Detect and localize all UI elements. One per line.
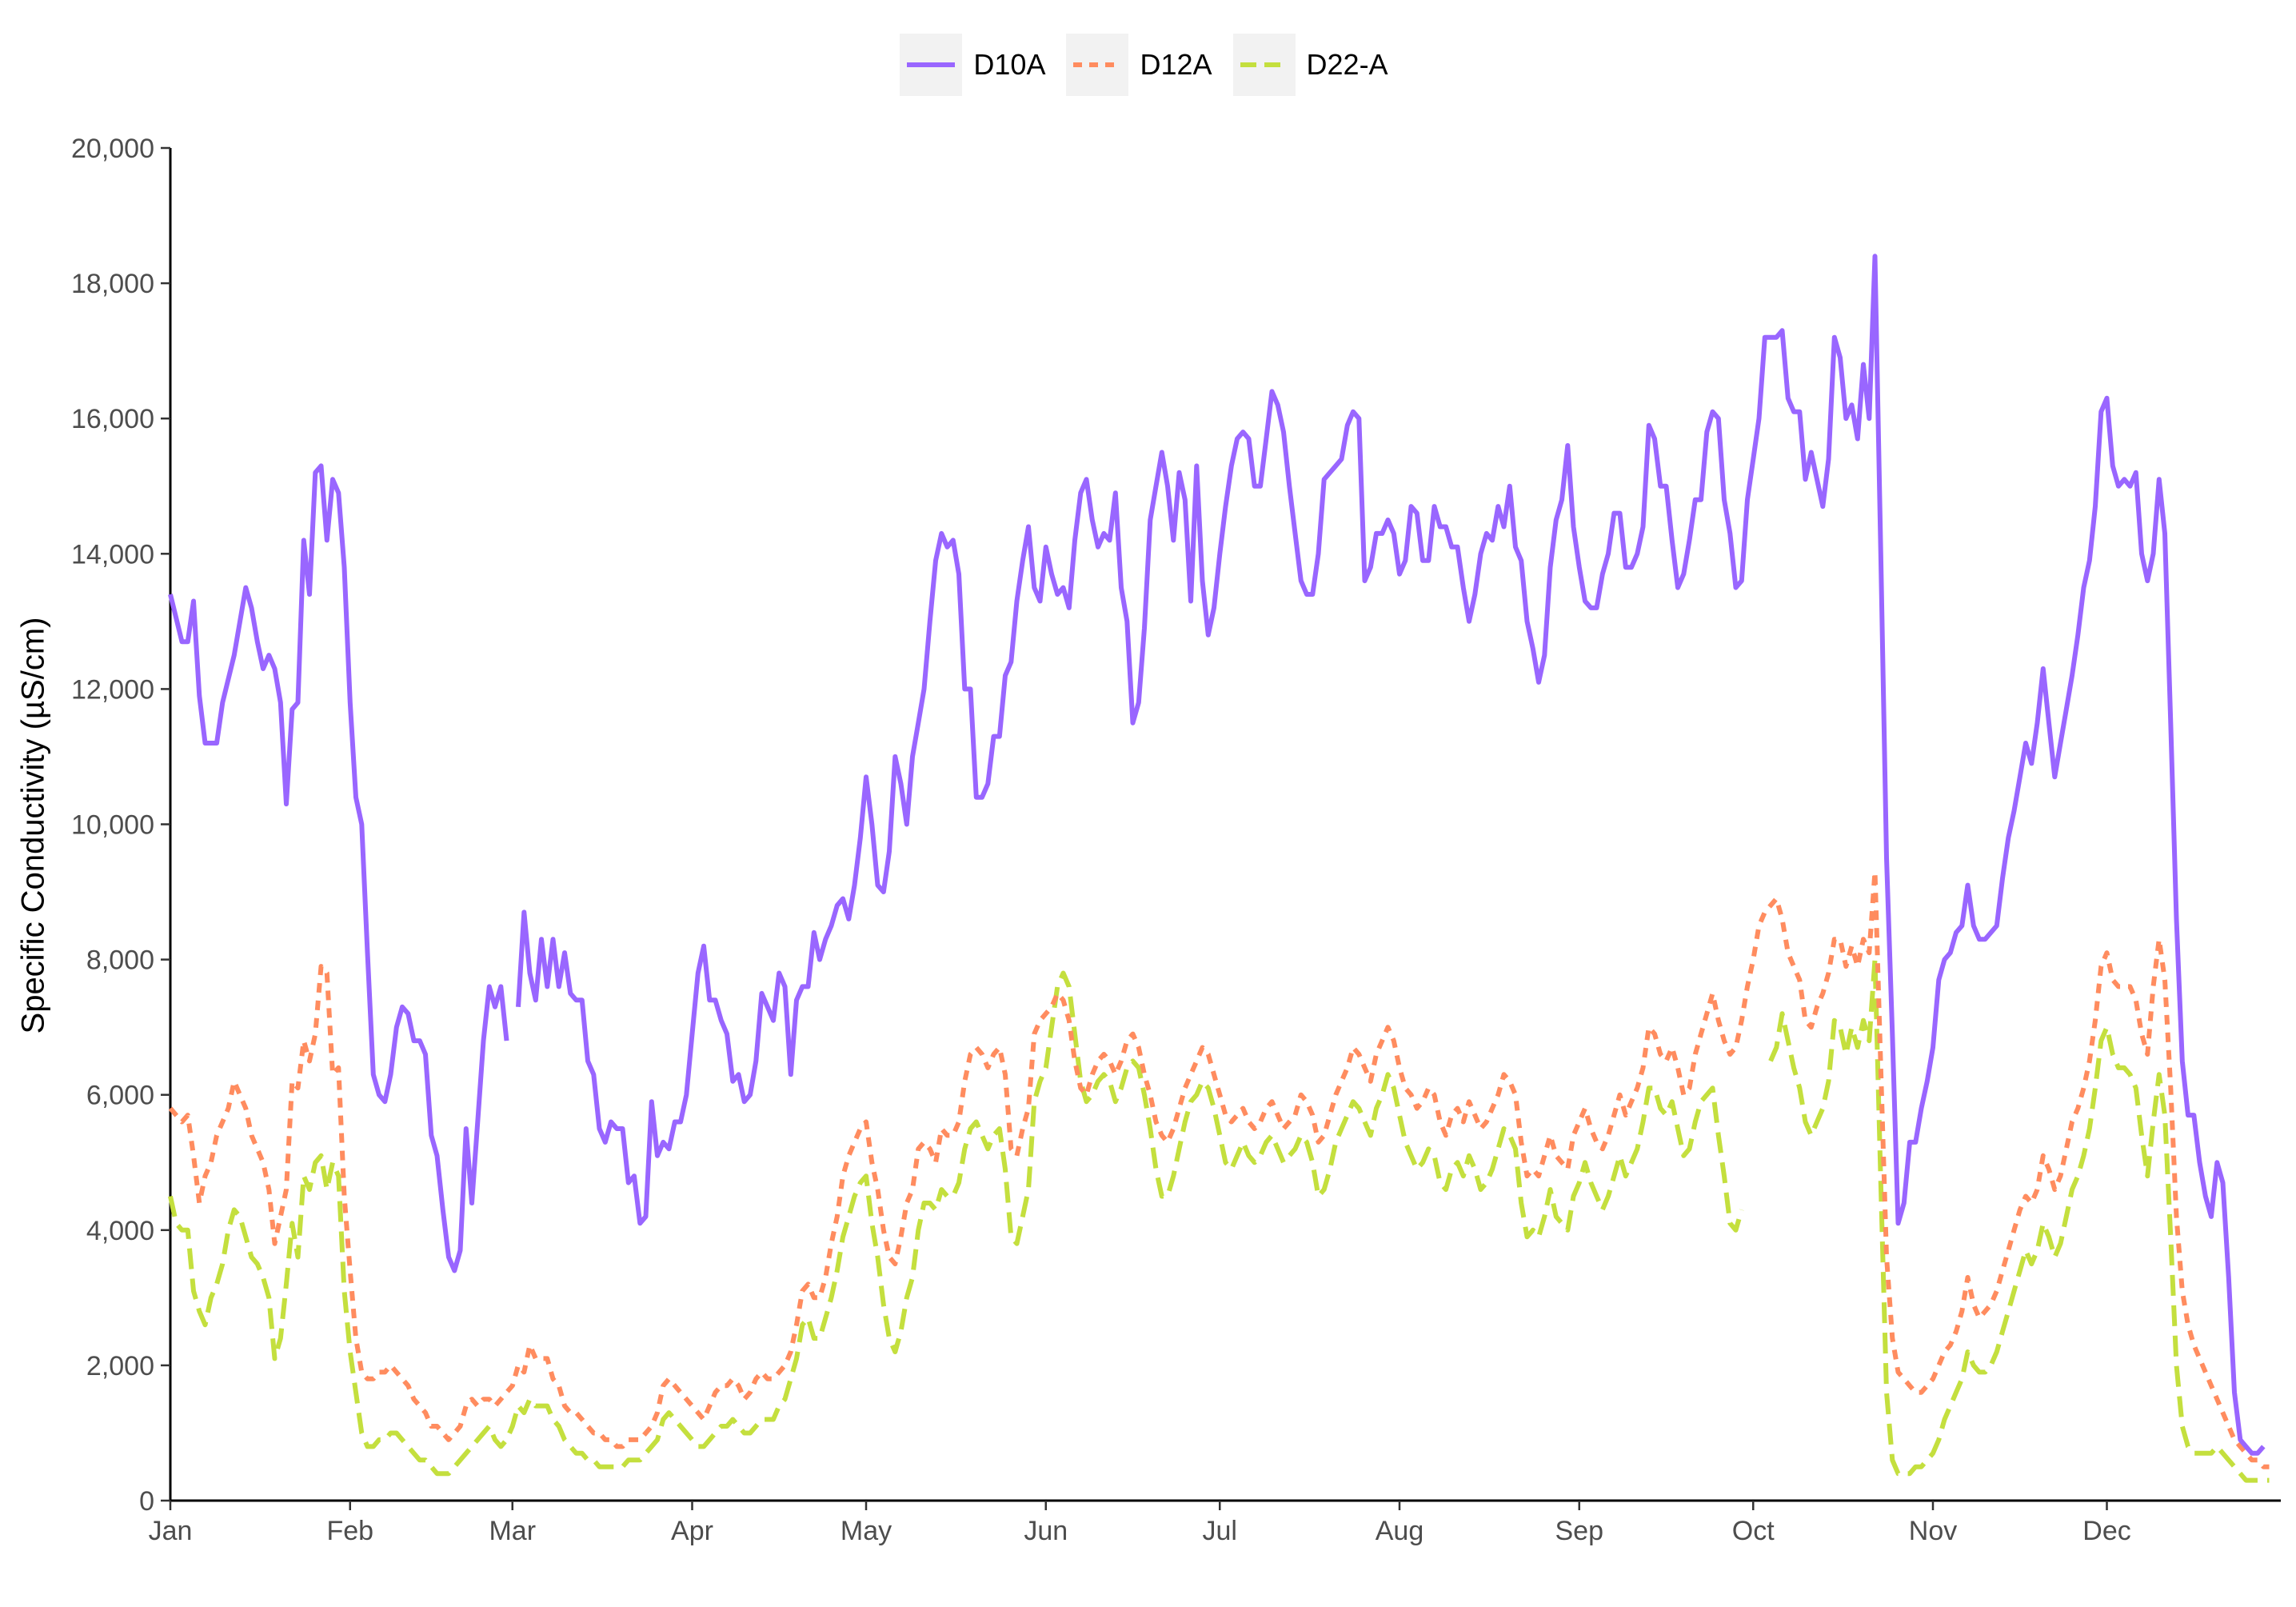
y-tick-label: 8,000 (86, 945, 154, 976)
x-tick-label: Jul (1203, 1516, 1237, 1546)
y-tick-label: 0 (139, 1486, 154, 1517)
x-tick-label: Feb (326, 1516, 373, 1546)
series-line-d10a (168, 463, 509, 1273)
x-tick-label: Aug (1376, 1516, 1424, 1546)
series-line-d10a (516, 254, 2266, 1456)
x-tick-label: Apr (671, 1516, 713, 1546)
y-tick-label: 10,000 (71, 810, 154, 841)
x-tick-label: Mar (489, 1516, 536, 1546)
x-tick-label: May (841, 1516, 892, 1546)
series-line-d12a (168, 869, 2270, 1469)
x-tick-label: Nov (1909, 1516, 1957, 1546)
y-tick-label: 14,000 (71, 539, 154, 570)
y-tick-label: 16,000 (71, 404, 154, 434)
x-tick-label: Jan (149, 1516, 193, 1546)
x-tick-label: Sep (1555, 1516, 1604, 1546)
legend-label: D12A (1140, 48, 1212, 81)
y-tick-label: 18,000 (71, 269, 154, 299)
series-line-d22-a (168, 970, 1744, 1477)
legend-label: D10A (973, 48, 1046, 81)
y-tick-label: 4,000 (86, 1216, 154, 1246)
x-tick-label: Jun (1024, 1516, 1068, 1546)
y-tick-label: 12,000 (71, 674, 154, 705)
legend-item-d22-a: D22-A (1232, 34, 1396, 96)
y-tick-label: 6,000 (86, 1081, 154, 1111)
series-line-d22-a (1768, 957, 2270, 1483)
legend-item-d10a: D10A (900, 34, 1053, 96)
x-tick-label: Oct (1732, 1516, 1775, 1546)
legend-item-d12a: D12A (1066, 34, 1220, 96)
y-tick-label: 20,000 (71, 134, 154, 164)
y-tick-label: 2,000 (86, 1351, 154, 1381)
legend-swatch (900, 34, 963, 96)
legend: D10A D12A D22-A (0, 34, 2296, 96)
legend-swatch (1066, 34, 1129, 96)
legend-swatch (1232, 34, 1296, 96)
legend-label: D22-A (1306, 48, 1388, 81)
x-tick-label: Dec (2082, 1516, 2130, 1546)
